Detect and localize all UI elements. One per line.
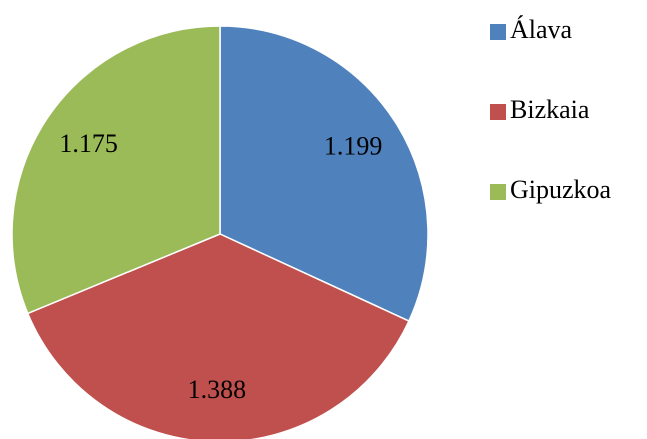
data-label: 1.388	[188, 375, 247, 404]
legend-swatch	[490, 104, 506, 120]
data-label: 1.199	[324, 132, 383, 161]
pie-slice	[11, 25, 221, 315]
pie-slice	[26, 233, 410, 439]
legend-swatch	[490, 184, 506, 200]
legend-label: Bizkaia	[510, 95, 590, 124]
legend-swatch	[490, 24, 506, 40]
legend-label: Gipuzkoa	[510, 175, 612, 204]
data-label: 1.175	[59, 129, 118, 158]
legend-label: Álava	[510, 15, 573, 44]
pie-slice	[219, 25, 429, 323]
